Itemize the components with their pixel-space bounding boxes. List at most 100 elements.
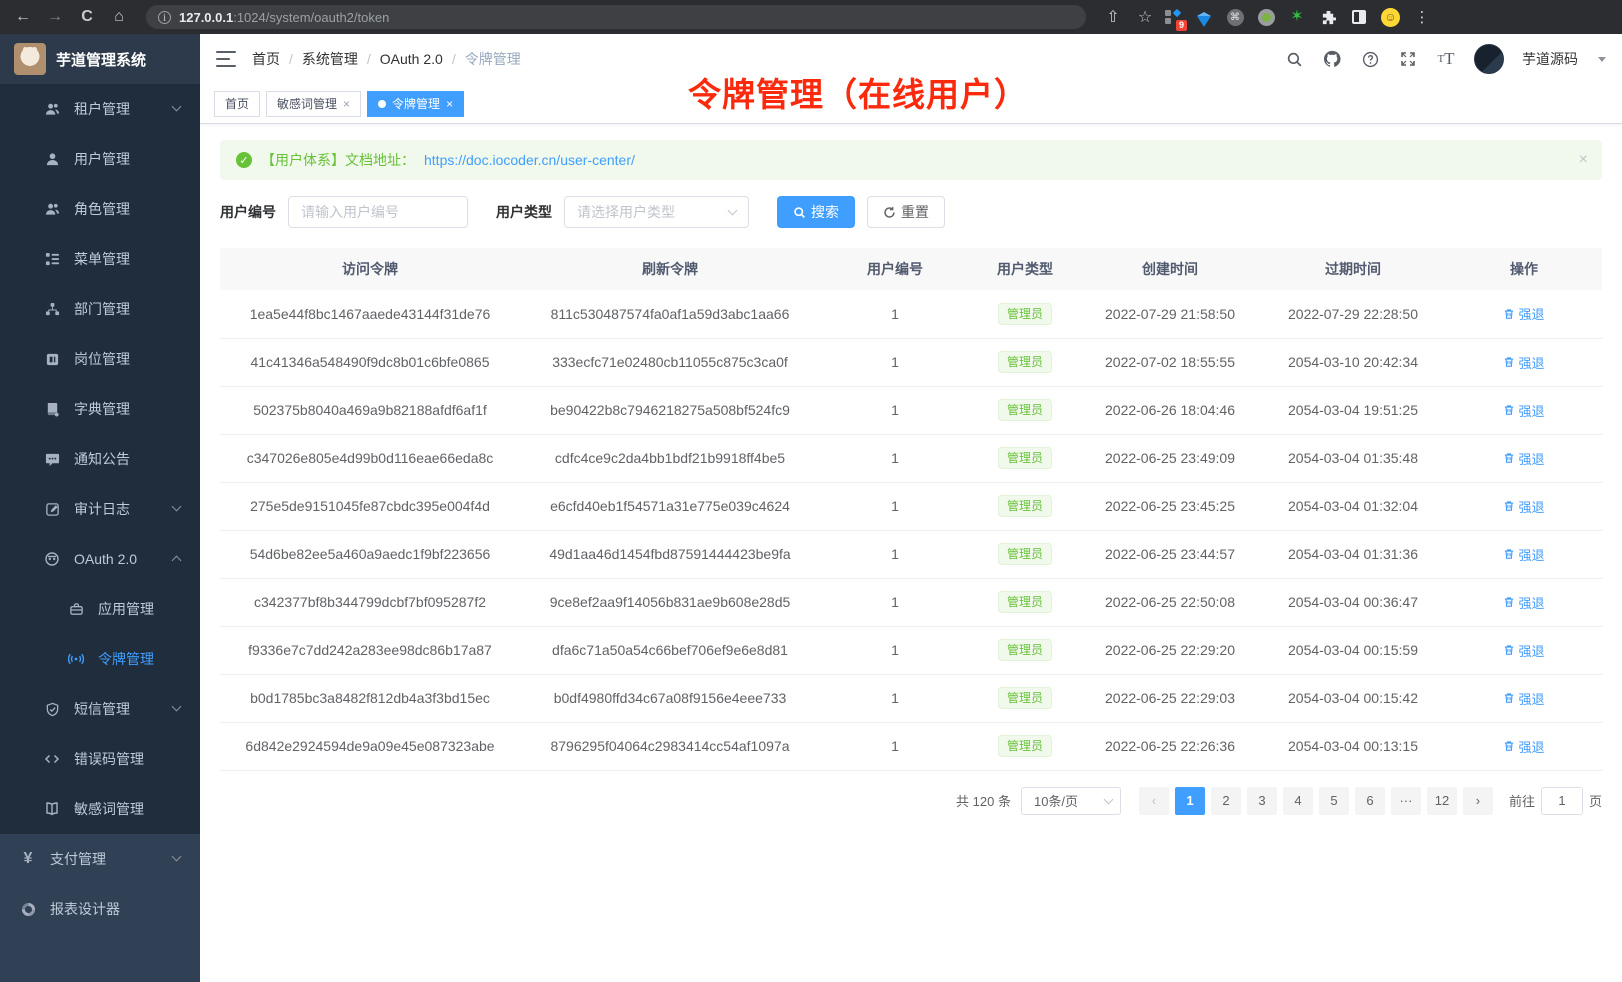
page-button-5[interactable]: 5	[1318, 786, 1349, 815]
page-button-6[interactable]: 6	[1354, 786, 1385, 815]
sidebar-item-notice[interactable]: 通知公告	[0, 434, 200, 484]
bookmark-star-icon[interactable]: ☆	[1137, 9, 1153, 26]
sidebar-item-menu[interactable]: 菜单管理	[0, 234, 200, 284]
cell-create-time: 2022-06-25 22:29:03	[1080, 674, 1260, 723]
page-info-icon[interactable]: i	[158, 10, 171, 24]
tag-sensitive-word[interactable]: 敏感词管理 ×	[266, 90, 362, 117]
breadcrumb: 首页 / 系统管理 / OAuth 2.0 / 令牌管理	[252, 51, 521, 67]
doc-link[interactable]: https://doc.iocoder.cn/user-center/	[424, 152, 635, 168]
page-button-1[interactable]: 1	[1174, 786, 1205, 815]
sidebar-item-error-code[interactable]: 错误码管理	[0, 734, 200, 784]
share-icon[interactable]: ⇧	[1106, 9, 1120, 26]
page-button-12[interactable]: 12	[1426, 786, 1457, 815]
sidebar-item-application[interactable]: 应用管理	[0, 584, 200, 634]
user-type-badge: 管理员	[997, 687, 1052, 709]
green-star-icon[interactable]: ✶	[1290, 8, 1304, 25]
profile-emoji-icon[interactable]: ☺	[1381, 7, 1400, 27]
sidebar-item-dictionary[interactable]: 字典管理	[0, 384, 200, 434]
cell-actions: 强退	[1446, 722, 1602, 771]
puzzle-icon[interactable]	[1319, 8, 1337, 26]
sidebar-item-sensitive-word[interactable]: 敏感词管理	[0, 784, 200, 834]
force-logout-button[interactable]: 强退	[1503, 401, 1545, 420]
force-logout-button[interactable]: 强退	[1503, 353, 1545, 372]
force-logout-button[interactable]: 强退	[1503, 449, 1545, 468]
help-icon[interactable]	[1360, 49, 1380, 69]
active-dot	[378, 99, 387, 108]
page-button-2[interactable]: 2	[1210, 786, 1241, 815]
col-actions: 操作	[1446, 248, 1602, 290]
sidebar-item-department[interactable]: 部门管理	[0, 284, 200, 334]
cell-user-type: 管理员	[970, 290, 1080, 339]
command-circle-icon[interactable]: ⌘	[1226, 8, 1244, 26]
force-logout-button[interactable]: 强退	[1503, 737, 1545, 756]
extension-grid-icon[interactable]: 9	[1164, 8, 1187, 31]
user-menu-caret-icon[interactable]	[1598, 56, 1606, 62]
breadcrumb-oauth[interactable]: OAuth 2.0	[379, 51, 443, 67]
record-circle-icon[interactable]	[1257, 8, 1275, 26]
force-logout-button[interactable]: 强退	[1503, 545, 1545, 564]
goto-label: 前往	[1508, 794, 1535, 809]
prev-page-button[interactable]: ‹	[1138, 786, 1169, 815]
address-bar[interactable]: i 127.0.0.1:1024/system/oauth2/token	[146, 5, 1086, 29]
sidebar-item-tenant[interactable]: 租户管理	[0, 84, 200, 134]
page-size-select[interactable]: 10条/页	[1020, 786, 1121, 815]
url-text[interactable]: 127.0.0.1:1024/system/oauth2/token	[179, 9, 390, 25]
goto-page-input[interactable]	[1540, 786, 1583, 815]
gem-icon[interactable]	[1195, 8, 1213, 27]
sidebar-item-oauth[interactable]: OAuth 2.0	[0, 534, 200, 584]
github-icon[interactable]	[1322, 49, 1342, 69]
tenant-icon	[44, 101, 60, 117]
reload-icon[interactable]: C	[81, 8, 93, 25]
tag-token-active[interactable]: 令牌管理 ×	[367, 90, 465, 117]
cell-actions: 强退	[1446, 482, 1602, 531]
table-body: 1ea5e44f8bc1467aaede43144f31de76 811c530…	[220, 290, 1602, 771]
username[interactable]: 芋道源码	[1522, 51, 1578, 67]
app-logo-row[interactable]: 芋道管理系统	[0, 34, 200, 84]
sidebar-item-label: 租户管理	[74, 101, 130, 117]
page-button-3[interactable]: 3	[1246, 786, 1277, 815]
cell-access-token: c347026e805e4d99b0d116eae66eda8c	[220, 434, 520, 483]
force-logout-button[interactable]: 强退	[1503, 304, 1545, 323]
search-icon[interactable]	[1284, 49, 1304, 69]
user-avatar[interactable]	[1474, 44, 1504, 74]
back-icon[interactable]: ←	[15, 8, 31, 25]
menu-kebab-icon[interactable]: ⋮	[1414, 9, 1430, 26]
sidebar-item-report-designer[interactable]: 报表设计器	[0, 884, 200, 934]
forward-icon[interactable]: →	[47, 8, 63, 25]
page-button-4[interactable]: 4	[1282, 786, 1313, 815]
sidebar-item-token[interactable]: 令牌管理	[0, 634, 200, 684]
cell-user-type: 管理员	[970, 530, 1080, 579]
alert-close-icon[interactable]: ×	[1578, 151, 1588, 168]
app-logo-image	[14, 43, 46, 75]
breadcrumb-home[interactable]: 首页	[252, 51, 280, 67]
force-logout-button[interactable]: 强退	[1503, 689, 1545, 708]
fullscreen-icon[interactable]	[1398, 49, 1418, 69]
split-window-icon[interactable]	[1350, 8, 1368, 26]
search-button[interactable]: 搜索	[777, 196, 855, 228]
tag-home[interactable]: 首页	[214, 90, 261, 117]
reset-button[interactable]: 重置	[867, 196, 945, 228]
sidebar-item-user[interactable]: 用户管理	[0, 134, 200, 184]
user-id-input[interactable]	[288, 196, 468, 228]
sidebar-item-post[interactable]: 岗位管理	[0, 334, 200, 384]
next-page-button[interactable]: ›	[1462, 786, 1493, 815]
cell-user-id: 1	[820, 530, 970, 579]
force-logout-button[interactable]: 强退	[1503, 497, 1545, 516]
collapse-sidebar-icon[interactable]	[216, 51, 236, 67]
breadcrumb-system[interactable]: 系统管理	[301, 51, 358, 67]
close-icon[interactable]: ×	[343, 96, 351, 111]
force-logout-button[interactable]: 强退	[1503, 641, 1545, 660]
sidebar-item-audit-log[interactable]: 审计日志	[0, 484, 200, 534]
sidebar-item-pay[interactable]: ¥ 支付管理	[0, 834, 200, 884]
force-logout-button[interactable]: 强退	[1503, 593, 1545, 612]
close-icon[interactable]: ×	[446, 96, 454, 111]
page-more-button[interactable]: ···	[1390, 786, 1421, 815]
sidebar-item-role[interactable]: 角色管理	[0, 184, 200, 234]
home-icon[interactable]: ⌂	[114, 8, 124, 25]
user-type-badge: 管理员	[997, 639, 1052, 661]
sidebar-item-sms[interactable]: 短信管理	[0, 684, 200, 734]
user-type-select[interactable]: 请选择用户类型	[564, 196, 749, 228]
success-check-icon: ✓	[236, 152, 252, 168]
cell-create-time: 2022-06-25 22:29:20	[1080, 626, 1260, 675]
